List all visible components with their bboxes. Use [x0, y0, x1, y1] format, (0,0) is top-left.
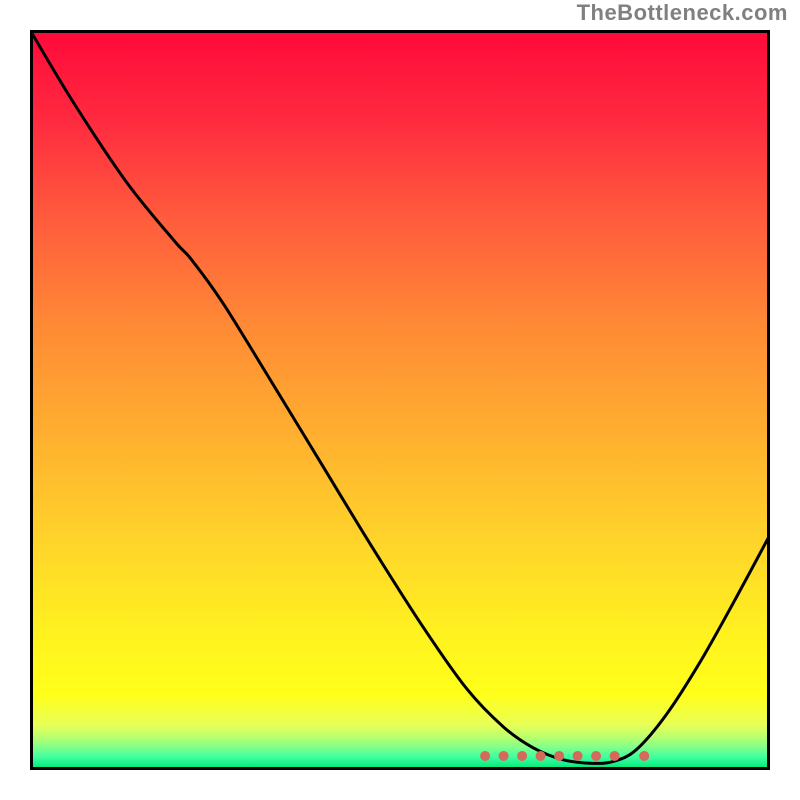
marker-dot	[499, 751, 509, 761]
bottleneck-curve-chart	[30, 30, 770, 770]
marker-dot	[591, 751, 601, 761]
chart-area	[30, 30, 770, 770]
marker-dot	[536, 751, 546, 761]
marker-dot	[573, 751, 583, 761]
chart-background	[32, 32, 769, 769]
watermark-text: TheBottleneck.com	[577, 0, 788, 26]
marker-dot	[517, 751, 527, 761]
marker-dot	[554, 751, 564, 761]
marker-dot	[639, 751, 649, 761]
marker-dot	[480, 751, 490, 761]
marker-dot	[610, 751, 620, 761]
